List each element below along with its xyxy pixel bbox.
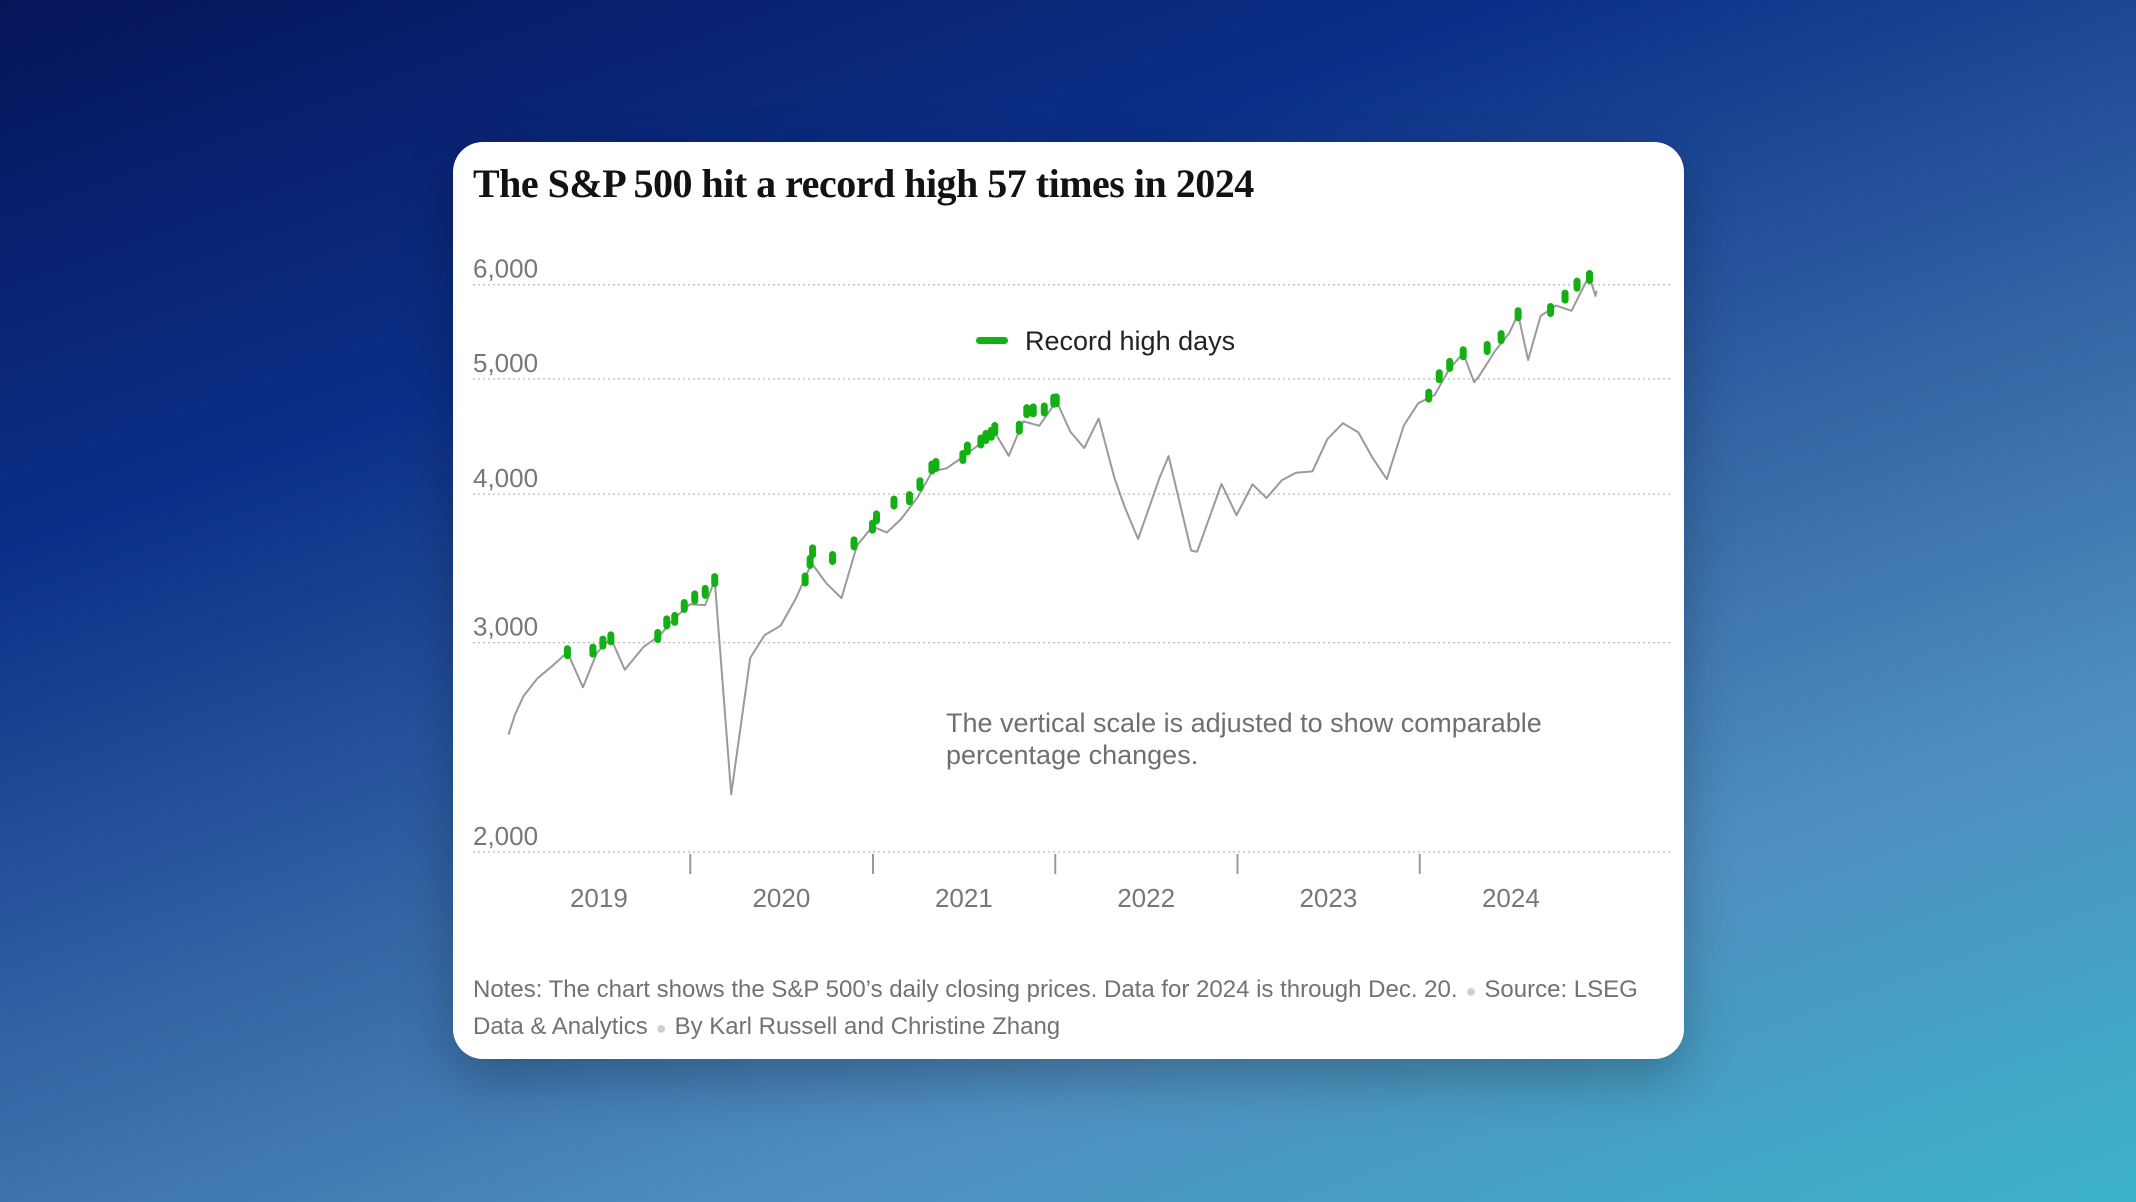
y-tick-label: 5,000 [473,348,538,378]
record-high-marker [1446,357,1454,372]
record-high-marker [1483,341,1491,356]
record-high-marker [1459,346,1467,361]
record-high-marker [991,422,999,437]
chart-card: The S&P 500 hit a record high 57 times i… [453,142,1684,1059]
record-high-marker [1435,369,1443,384]
record-high-marker [872,510,880,525]
record-high-marker [563,645,571,660]
record-high-marker [1573,277,1581,292]
notes-text: Notes: The chart shows the S&P 500’s dai… [473,976,1458,1003]
record-high-marker [599,635,607,650]
record-high-marker [829,551,837,566]
record-high-marker [654,628,662,643]
record-high-marker [1029,403,1037,418]
source-text: Source: LSEG Data & Analytics [473,976,1638,1040]
separator-dot-icon: ● [1465,981,1477,1001]
record-high-marker [1052,393,1060,408]
record-high-marker [1040,402,1048,417]
chart-title: The S&P 500 hit a record high 57 times i… [473,161,1254,206]
y-tick-label: 6,000 [473,254,538,284]
record-high-marker [607,631,615,646]
sp500-chart: 2,000 3,000 4,000 5,000 6,000 2019 2020 2021 202… [473,254,1670,913]
record-high-marker [806,554,814,569]
y-tick-label: 4,000 [473,463,538,493]
annotation-line-2: percentage changes. [946,740,1198,770]
legend-label: Record high days [1025,326,1235,356]
record-high-marker [982,429,990,444]
byline-text: By Karl Russell and Christine Zhang [674,1013,1061,1040]
record-high-marker [1023,404,1031,419]
x-tick-label: 2019 [570,883,628,913]
record-high-marker [711,573,719,588]
x-tick-label: 2022 [1117,883,1175,913]
record-high-marker [809,544,817,559]
record-high-marker [963,441,971,456]
x-tick-label: 2021 [935,883,993,913]
record-high-marker [1015,420,1023,435]
record-high-marker [680,598,688,613]
x-tick-label: 2020 [752,883,810,913]
record-high-marker [663,615,671,630]
record-high-marker [1514,307,1522,322]
record-high-marker [589,643,597,658]
record-high-marker [932,457,940,472]
record-high-marker [850,536,858,551]
separator-dot-icon: ● [655,1018,667,1038]
chart-notes: Notes: The chart shows the S&P 500’s dai… [473,972,1663,1046]
y-tick-label: 2,000 [473,821,538,851]
record-high-marker [1425,388,1433,403]
x-tick-label: 2023 [1299,883,1357,913]
legend-swatch-icon [976,337,1008,344]
record-high-marker [801,572,809,587]
record-high-marker [890,495,898,510]
record-high-marker [691,590,699,605]
record-high-marker [1547,302,1555,317]
record-high-marker [1497,330,1505,345]
y-tick-label: 3,000 [473,612,538,642]
record-high-marker [1586,270,1594,285]
record-high-marker [905,491,913,506]
annotation-line-1: The vertical scale is adjusted to show c… [946,708,1542,738]
record-high-marker [916,477,924,492]
record-high-marker [701,584,709,599]
x-tick-label: 2024 [1482,883,1540,913]
record-high-marker [671,611,679,626]
record-high-marker [1561,289,1569,304]
